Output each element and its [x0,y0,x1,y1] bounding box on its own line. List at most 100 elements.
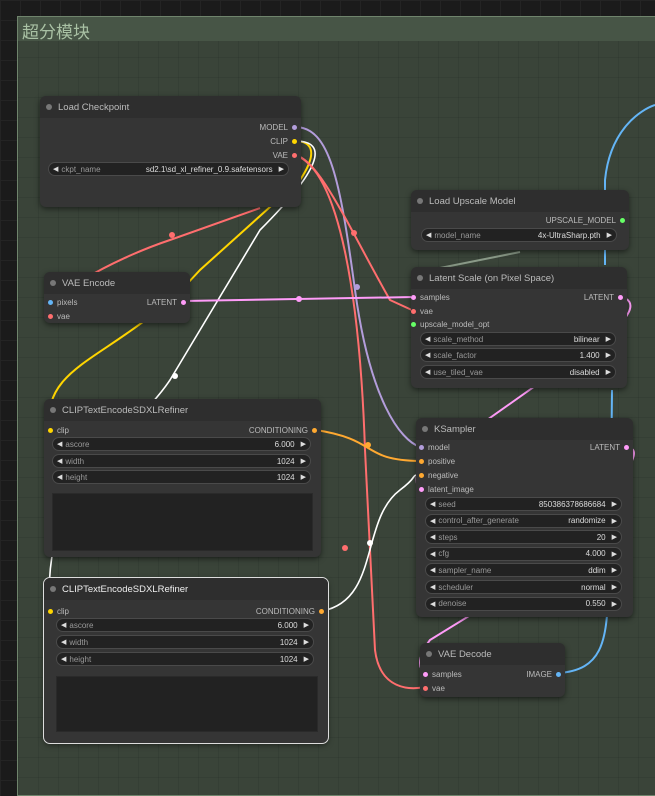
input-clip[interactable]: clip [48,424,69,436]
widget-height[interactable]: ◀ height 1024 ▶ [56,652,314,666]
arrow-right-icon[interactable]: ▶ [605,336,611,343]
output-image[interactable]: IMAGE [526,668,561,680]
widget-steps[interactable]: ◀ steps 20 ▶ [425,530,622,545]
node-title[interactable]: CLIPTextEncodeSDXLRefiner [44,578,328,600]
widget-ckpt-name[interactable]: ◀ ckpt_name sd2.1\sd_xl_refiner_0.9.safete… [48,162,289,176]
widget-seed[interactable]: ◀ seed 850386378686684 ▶ [425,497,622,511]
arrow-left-icon[interactable]: ◀ [426,232,432,239]
arrow-left-icon[interactable]: ◀ [430,567,436,575]
arrow-left-icon[interactable]: ◀ [430,534,436,542]
group-title[interactable]: 超分模块 [18,17,655,42]
widget-control-after-generate[interactable]: ◀ control_after_generate randomize ▶ [425,513,622,528]
arrow-right-icon[interactable]: ▶ [611,550,617,558]
arrow-right-icon[interactable]: ▶ [605,352,611,359]
output-clip[interactable]: CLIP [270,135,297,147]
arrow-right-icon[interactable]: ▶ [303,639,309,646]
arrow-left-icon[interactable]: ◀ [61,656,67,663]
widget-ascore[interactable]: ◀ ascore 6.000 ▶ [52,437,311,451]
arrow-right-icon[interactable]: ▶ [303,622,309,629]
input-pixels[interactable]: pixels [48,296,77,308]
arrow-left-icon[interactable]: ◀ [430,517,436,525]
input-samples[interactable]: samples [411,291,450,303]
output-latent[interactable]: LATENT [147,296,186,308]
arrow-right-icon[interactable]: ▶ [611,534,617,542]
node-title[interactable]: Load Checkpoint [40,96,301,118]
widget-label: scheduler [438,582,474,592]
output-model[interactable]: MODEL [260,121,297,133]
widget-value: 850386378686684 [538,499,606,509]
node-clip-text-encode-2[interactable]: CLIPTextEncodeSDXLRefiner clip CONDITION… [43,577,329,744]
input-vae[interactable]: vae [411,305,433,317]
output-conditioning[interactable]: CONDITIONING [256,605,324,617]
output-upscale-model[interactable]: UPSCALE_MODEL [546,214,625,226]
widget-height[interactable]: ◀ height 1024 ▶ [52,470,311,484]
input-model[interactable]: model [419,441,450,453]
arrow-right-icon[interactable]: ▶ [300,441,306,448]
node-load-checkpoint[interactable]: Load Checkpoint MODEL CLIP VAE ◀ ckpt_nam… [40,96,301,207]
arrow-left-icon[interactable]: ◀ [425,369,431,376]
output-vae[interactable]: VAE [273,149,297,161]
arrow-right-icon[interactable]: ▶ [611,600,617,608]
arrow-left-icon[interactable]: ◀ [53,166,59,173]
node-load-upscale-model[interactable]: Load Upscale Model UPSCALE_MODEL ◀ model_… [411,190,629,250]
widget-label: ckpt_name [61,164,101,174]
arrow-right-icon[interactable]: ▶ [611,567,617,575]
arrow-right-icon[interactable]: ▶ [303,656,309,663]
node-title[interactable]: VAE Decode [420,643,565,665]
arrow-left-icon[interactable]: ◀ [425,352,431,359]
output-latent[interactable]: LATENT [590,441,629,453]
node-latent-scale[interactable]: Latent Scale (on Pixel Space) samples va… [411,267,627,388]
arrow-left-icon[interactable]: ◀ [61,622,67,629]
arrow-right-icon[interactable]: ▶ [605,369,611,376]
arrow-left-icon[interactable]: ◀ [57,441,63,448]
arrow-left-icon[interactable]: ◀ [430,550,436,558]
node-vae-decode[interactable]: VAE Decode samples vae IMAGE [420,643,565,697]
node-title[interactable]: VAE Encode [44,272,190,294]
text-prompt-area[interactable] [56,676,318,732]
node-clip-text-encode-1[interactable]: CLIPTextEncodeSDXLRefiner clip CONDITION… [44,399,321,557]
input-latent-image[interactable]: latent_image [419,483,474,495]
input-samples[interactable]: samples [423,668,462,680]
arrow-right-icon[interactable]: ▶ [611,501,617,508]
widget-sampler-name[interactable]: ◀ sampler_name ddim ▶ [425,563,622,578]
widget-width[interactable]: ◀ width 1024 ▶ [52,454,311,468]
widget-cfg[interactable]: ◀ cfg 4.000 ▶ [425,546,622,561]
widget-value: disabled [569,367,600,377]
input-upscale-model-opt[interactable]: upscale_model_opt [411,318,489,330]
widget-ascore[interactable]: ◀ ascore 6.000 ▶ [56,618,314,632]
widget-scale-method[interactable]: ◀ scale_method bilinear ▶ [420,332,616,346]
arrow-left-icon[interactable]: ◀ [430,600,436,608]
arrow-right-icon[interactable]: ▶ [278,166,284,173]
arrow-left-icon[interactable]: ◀ [425,336,431,343]
text-prompt-area[interactable] [52,493,313,551]
input-clip[interactable]: clip [48,605,69,617]
arrow-right-icon[interactable]: ▶ [611,517,617,525]
node-title[interactable]: Load Upscale Model [411,190,629,212]
node-ksampler[interactable]: KSampler model positive negative latent_… [416,418,633,617]
arrow-left-icon[interactable]: ◀ [430,501,436,508]
node-title[interactable]: KSampler [416,418,633,440]
input-negative[interactable]: negative [419,469,458,481]
widget-width[interactable]: ◀ width 1024 ▶ [56,635,314,649]
arrow-left-icon[interactable]: ◀ [57,458,63,465]
arrow-right-icon[interactable]: ▶ [300,474,306,481]
arrow-right-icon[interactable]: ▶ [300,458,306,465]
input-vae[interactable]: vae [48,310,70,322]
widget-denoise[interactable]: ◀ denoise 0.550 ▶ [425,596,622,611]
widget-model-name[interactable]: ◀ model_name 4x-UltraSharp.pth ▶ [421,228,617,242]
arrow-left-icon[interactable]: ◀ [57,474,63,481]
node-title[interactable]: Latent Scale (on Pixel Space) [411,267,627,289]
widget-use-tiled-vae[interactable]: ◀ use_tiled_vae disabled ▶ [420,365,616,379]
widget-scale-factor[interactable]: ◀ scale_factor 1.400 ▶ [420,348,616,362]
arrow-right-icon[interactable]: ▶ [611,584,617,591]
widget-scheduler[interactable]: ◀ scheduler normal ▶ [425,580,622,594]
arrow-left-icon[interactable]: ◀ [430,584,436,591]
output-latent[interactable]: LATENT [584,291,623,303]
node-vae-encode[interactable]: VAE Encode pixels vae LATENT [44,272,190,323]
arrow-left-icon[interactable]: ◀ [61,639,67,646]
node-title[interactable]: CLIPTextEncodeSDXLRefiner [44,399,321,421]
input-positive[interactable]: positive [419,455,455,467]
output-conditioning[interactable]: CONDITIONING [249,424,317,436]
input-vae[interactable]: vae [423,682,445,694]
arrow-right-icon[interactable]: ▶ [606,232,612,239]
